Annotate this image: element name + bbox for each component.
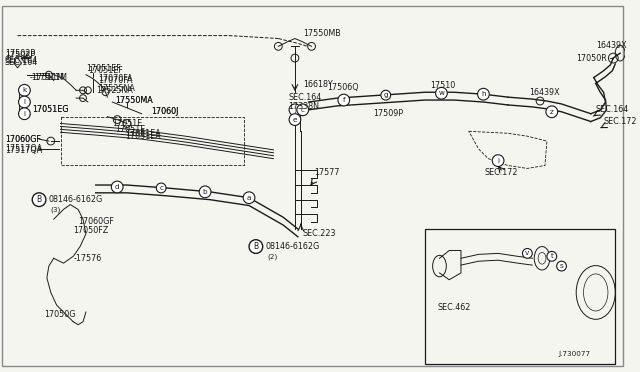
Text: w: w — [438, 90, 444, 96]
Text: 17506Q: 17506Q — [327, 83, 359, 92]
Text: 17502P: 17502P — [5, 49, 35, 58]
Circle shape — [32, 193, 46, 206]
Text: 17550MA: 17550MA — [115, 96, 153, 105]
Text: 17060J: 17060J — [152, 107, 179, 116]
Circle shape — [156, 183, 166, 193]
Text: -17576: -17576 — [73, 254, 102, 263]
Text: e: e — [292, 116, 297, 123]
Circle shape — [19, 96, 30, 108]
Text: z: z — [550, 109, 554, 115]
Text: c: c — [159, 185, 163, 191]
Circle shape — [522, 248, 532, 258]
Text: a: a — [247, 195, 252, 201]
Circle shape — [546, 106, 557, 118]
Text: 17517QA: 17517QA — [5, 144, 42, 153]
Text: v: v — [525, 250, 529, 256]
Text: h: h — [481, 91, 486, 97]
Text: 17060J: 17060J — [152, 107, 179, 116]
Text: 17050G: 17050G — [44, 310, 76, 320]
Text: 17060GF: 17060GF — [78, 217, 114, 226]
Text: SEC.164: SEC.164 — [288, 93, 321, 102]
Circle shape — [19, 108, 30, 119]
Text: (3): (3) — [51, 206, 61, 213]
Text: B: B — [253, 242, 259, 251]
Text: 16439X: 16439X — [596, 41, 627, 50]
Text: 17050FZ: 17050FZ — [73, 227, 109, 235]
Text: t: t — [550, 253, 553, 259]
Circle shape — [297, 104, 308, 116]
Text: SEC.462: SEC.462 — [438, 302, 471, 312]
Text: 17502P: 17502P — [5, 51, 35, 60]
Text: J.730077: J.730077 — [559, 351, 591, 357]
Text: 17051EF: 17051EF — [86, 64, 121, 73]
Text: 17051E: 17051E — [115, 125, 145, 134]
Circle shape — [111, 181, 123, 193]
Text: 17338N: 17338N — [288, 102, 319, 111]
Text: 17517QA: 17517QA — [5, 146, 42, 155]
Text: 17060GF: 17060GF — [5, 135, 41, 144]
Text: 17051EA: 17051EA — [125, 132, 161, 141]
Text: 08146-6162G: 08146-6162G — [49, 195, 103, 204]
Text: 17525NA: 17525NA — [98, 84, 134, 93]
Circle shape — [547, 251, 557, 261]
Text: s: s — [560, 263, 563, 269]
Text: SEC.223: SEC.223 — [303, 230, 336, 238]
Text: (2): (2) — [268, 253, 278, 260]
Circle shape — [381, 90, 390, 100]
Text: 17509P: 17509P — [373, 109, 403, 118]
Text: 17051E: 17051E — [112, 119, 143, 128]
Text: 17550MA: 17550MA — [115, 96, 153, 105]
Text: g: g — [383, 92, 388, 98]
Text: i: i — [497, 158, 499, 164]
Text: 17050R: 17050R — [576, 54, 607, 62]
Text: -17511M: -17511M — [29, 73, 64, 82]
Text: j: j — [294, 107, 296, 113]
Text: 17070FA: 17070FA — [98, 74, 132, 83]
Circle shape — [19, 84, 30, 96]
Circle shape — [289, 114, 301, 125]
Bar — [425, 229, 615, 364]
Text: SEC.172: SEC.172 — [604, 117, 637, 126]
Text: f: f — [342, 97, 345, 103]
Circle shape — [477, 88, 490, 100]
Circle shape — [199, 186, 211, 198]
Text: 17577: 17577 — [314, 168, 340, 177]
Text: 17070FA: 17070FA — [98, 76, 132, 85]
Text: 17510: 17510 — [429, 81, 455, 90]
Circle shape — [557, 261, 566, 271]
Circle shape — [243, 192, 255, 203]
Text: d: d — [115, 184, 120, 190]
Text: k: k — [22, 87, 26, 93]
Text: 17051EA: 17051EA — [125, 129, 161, 138]
Text: i: i — [24, 111, 26, 117]
Text: 17550MB: 17550MB — [303, 29, 340, 38]
Text: SEC.164: SEC.164 — [596, 105, 629, 114]
Text: SEC.164: SEC.164 — [5, 58, 38, 67]
Text: 17051EF: 17051EF — [88, 66, 123, 75]
Circle shape — [289, 104, 301, 116]
Text: 17060GF: 17060GF — [5, 135, 41, 144]
Text: 16618Y: 16618Y — [303, 80, 333, 89]
Text: 08146-6162G: 08146-6162G — [266, 242, 320, 251]
Text: SEC.164: SEC.164 — [5, 57, 38, 65]
Text: c: c — [301, 107, 305, 113]
Circle shape — [436, 87, 447, 99]
Circle shape — [492, 155, 504, 166]
Circle shape — [338, 94, 349, 106]
Text: 17525NA: 17525NA — [96, 86, 132, 95]
Text: B: B — [36, 195, 42, 204]
Text: SEC.172: SEC.172 — [484, 168, 518, 177]
Text: l: l — [24, 99, 26, 105]
Text: 16439X: 16439X — [529, 88, 560, 97]
Text: 17051EG: 17051EG — [32, 105, 68, 114]
Text: 17051EG: 17051EG — [32, 105, 68, 114]
Text: b: b — [203, 189, 207, 195]
Circle shape — [249, 240, 262, 253]
Text: -17511M: -17511M — [32, 73, 67, 82]
